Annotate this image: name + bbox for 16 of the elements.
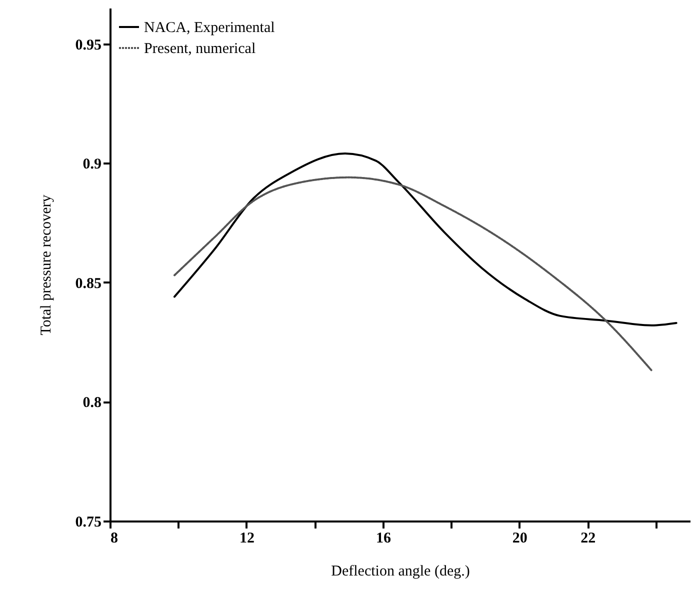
legend-label: NACA, Experimental (144, 20, 275, 36)
y-tick-label: 0.95 (75, 37, 102, 54)
y-tick-label: 0.9 (82, 156, 102, 173)
x-tick-label: 22 (580, 530, 596, 546)
y-axis-title: Total pressure recovery (38, 194, 54, 336)
line-series (173, 152, 678, 326)
x-tick-label: 12 (239, 530, 254, 546)
line-series (173, 176, 653, 372)
legend-label: Present, numerical (144, 41, 256, 57)
y-tick-label: 0.8 (82, 395, 102, 412)
x-tick-label: 20 (512, 530, 528, 546)
x-tick-label: 16 (376, 530, 392, 546)
y-tick-label: 0.85 (75, 276, 102, 292)
x-tick-label: 8 (110, 530, 118, 546)
x-axis-title: Deflection angle (deg.) (331, 564, 470, 580)
y-tick-label: 0.75 (75, 514, 102, 530)
